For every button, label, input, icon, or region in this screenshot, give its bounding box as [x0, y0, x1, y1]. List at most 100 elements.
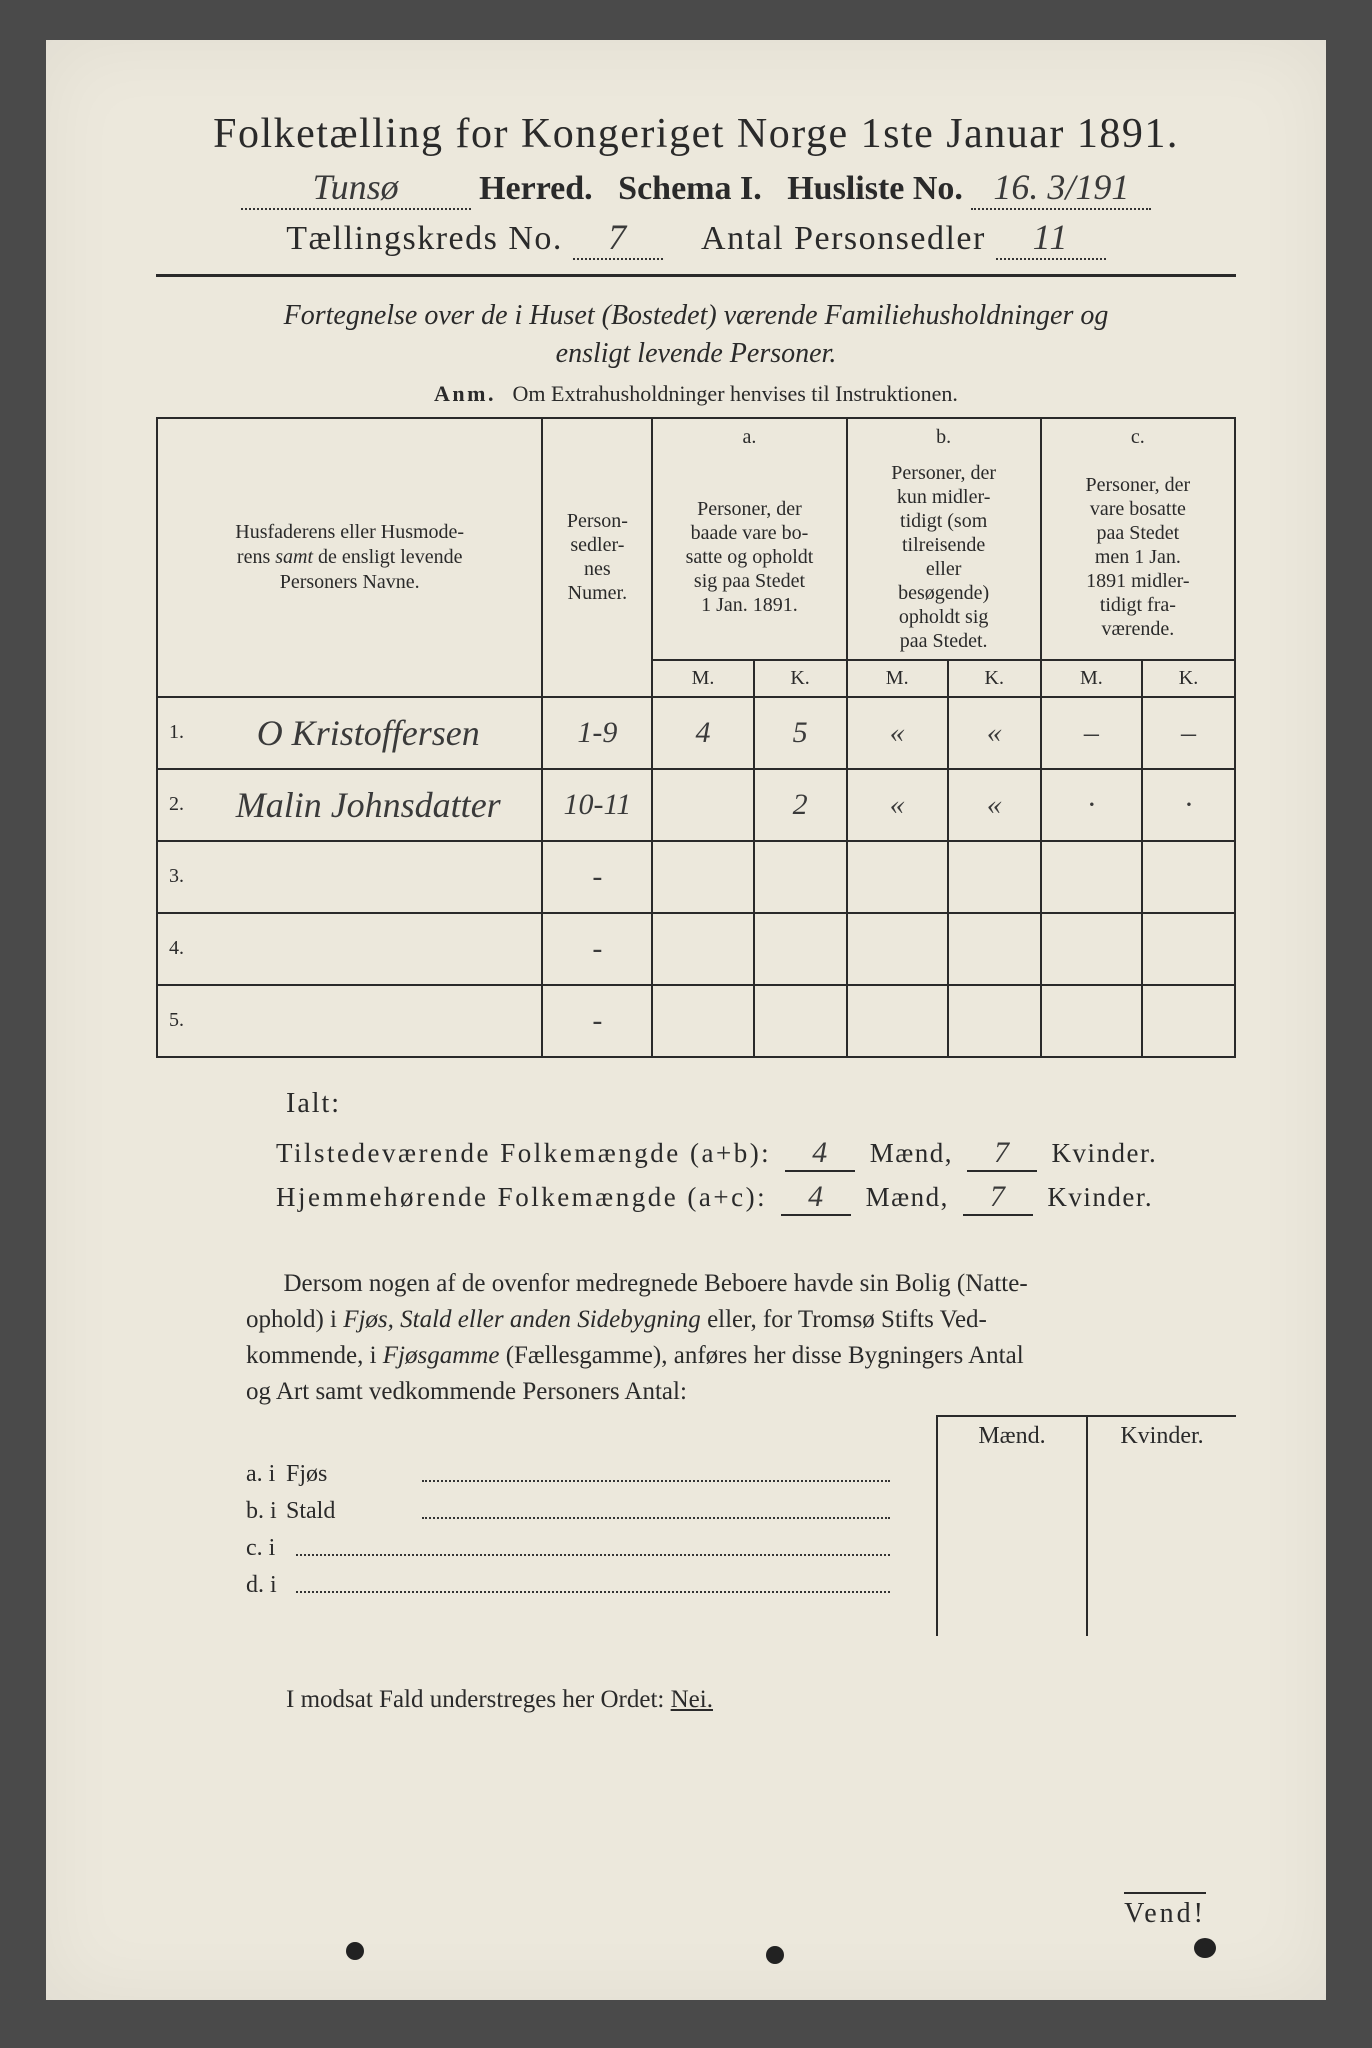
herred-value: Tunsø	[313, 167, 399, 207]
header-line-3: Tællingskreds No. 7 Antal Personsedler 1…	[156, 216, 1236, 260]
row-number: 4.	[157, 913, 195, 985]
col-b-k: K.	[948, 660, 1041, 697]
row-bK: «	[948, 769, 1041, 841]
col-c-head: c.	[1041, 418, 1235, 455]
vend-label: Vend!	[1124, 1892, 1206, 1930]
ink-blot-icon	[346, 1942, 364, 1960]
row-sedler: -	[542, 985, 652, 1057]
subtitle: Fortegnelse over de i Huset (Bostedet) v…	[246, 297, 1146, 373]
row-aM: 4	[652, 697, 753, 769]
col-b: Personer, derkun midler-tidigt (somtilre…	[847, 455, 1041, 660]
row-number: 5.	[157, 985, 195, 1057]
row-cM	[1041, 985, 1142, 1057]
row-number: 3.	[157, 841, 195, 913]
row-cK	[1142, 985, 1235, 1057]
row-bK	[948, 841, 1041, 913]
row-number: 1.	[157, 697, 195, 769]
kreds-label: Tællingskreds No.	[286, 220, 563, 257]
row-name	[195, 985, 542, 1057]
row-bK	[948, 985, 1041, 1057]
row-number: 2.	[157, 769, 195, 841]
husliste-label: Husliste No.	[787, 170, 963, 207]
divider	[156, 274, 1236, 277]
row-sedler: 1-9	[542, 697, 652, 769]
antal-value: 11	[1033, 217, 1069, 257]
mk-kvinder: Kvinder.	[1086, 1415, 1236, 1456]
col-b-head: b.	[847, 418, 1041, 455]
row-aK	[754, 985, 847, 1057]
col-sedler: Person-sedler-nesNumer.	[542, 418, 652, 697]
col-a-m: M.	[652, 660, 753, 697]
row-bM	[847, 985, 948, 1057]
antal-label: Antal Personsedler	[701, 220, 986, 257]
row-aK: 2	[754, 769, 847, 841]
header-line-2: Tunsø Herred. Schema I. Husliste No. 16.…	[156, 166, 1236, 210]
row-aM	[652, 841, 753, 913]
col-a-head: a.	[652, 418, 846, 455]
col-b-m: M.	[847, 660, 948, 697]
col-c: Personer, dervare bosattepaa Stedetmen 1…	[1041, 455, 1235, 660]
mk-block: Mænd. Kvinder.	[916, 1401, 1236, 1636]
row-aM	[652, 985, 753, 1057]
row-aM	[652, 769, 753, 841]
sidebygning-paragraph: Dersom nogen af de ovenfor medregnede Be…	[246, 1266, 1216, 1411]
total-resident: Hjemmehørende Folkemængde (a+c): 4 Mænd,…	[276, 1180, 1236, 1216]
row-cM: ·	[1041, 769, 1142, 841]
row-cK	[1142, 913, 1235, 985]
row-name	[195, 841, 542, 913]
sb-row-b: b. i Stald	[246, 1498, 896, 1525]
row-sedler: 10-11	[542, 769, 652, 841]
sidebygning-list: a. i Fjøs b. i Stald c. i d. i	[246, 1451, 896, 1636]
col-a-k: K.	[754, 660, 847, 697]
row-cK: ·	[1142, 769, 1235, 841]
row-sedler: -	[542, 841, 652, 913]
row-sedler: -	[542, 913, 652, 985]
row-aK	[754, 913, 847, 985]
row-aK: 5	[754, 697, 847, 769]
total-present: Tilstedeværende Folkemængde (a+b): 4 Mæn…	[276, 1136, 1236, 1172]
col-a: Personer, derbaade vare bo-satte og opho…	[652, 455, 846, 660]
husliste-value: 16. 3/191	[993, 167, 1129, 207]
row-bM	[847, 913, 948, 985]
row-cM: –	[1041, 697, 1142, 769]
kreds-value: 7	[608, 217, 628, 257]
row-cK: –	[1142, 697, 1235, 769]
ink-blot-icon	[1194, 1938, 1216, 1958]
row-bK	[948, 913, 1041, 985]
col-c-m: M.	[1041, 660, 1142, 697]
sb-row-c: c. i	[246, 1535, 896, 1562]
ink-blot-icon	[766, 1946, 784, 1964]
tb-m: 4	[785, 1136, 855, 1172]
census-form-page: Folketælling for Kongeriget Norge 1ste J…	[46, 40, 1326, 2000]
col-names: Husfaderens eller Husmode-rens samt de e…	[235, 521, 464, 593]
anm-text: Om Extrahusholdninger henvises til Instr…	[513, 381, 958, 406]
col-c-k: K.	[1142, 660, 1235, 697]
row-bM: «	[847, 769, 948, 841]
tb-k: 7	[967, 1136, 1037, 1172]
row-bM	[847, 841, 948, 913]
row-name	[195, 913, 542, 985]
herred-label: Herred.	[479, 170, 593, 207]
anm-label: Anm.	[434, 381, 496, 406]
table-row: 3. -	[157, 841, 1235, 913]
table-row: 5. -	[157, 985, 1235, 1057]
row-name: O Kristoffersen	[195, 697, 542, 769]
table-row: 4. -	[157, 913, 1235, 985]
ialt-label: Ialt:	[286, 1088, 1236, 1120]
hb-k: 7	[963, 1180, 1033, 1216]
page-title: Folketælling for Kongeriget Norge 1ste J…	[156, 110, 1236, 158]
table-row: 1.O Kristoffersen1-945««––	[157, 697, 1235, 769]
schema-label: Schema I.	[618, 170, 762, 207]
census-table: Husfaderens eller Husmode-rens samt de e…	[156, 417, 1236, 1058]
mk-maend: Mænd.	[936, 1415, 1086, 1456]
row-bM: «	[847, 697, 948, 769]
totals-block: Ialt: Tilstedeværende Folkemængde (a+b):…	[276, 1088, 1236, 1216]
anm-line: Anm. Om Extrahusholdninger henvises til …	[156, 381, 1236, 407]
nei-word: Nei.	[671, 1686, 713, 1713]
table-row: 2.Malin Johnsdatter10-112««··	[157, 769, 1235, 841]
nei-line: I modsat Fald understreges her Ordet: Ne…	[286, 1686, 1236, 1714]
row-name: Malin Johnsdatter	[195, 769, 542, 841]
hb-m: 4	[781, 1180, 851, 1216]
sb-row-d: d. i	[246, 1572, 896, 1599]
row-cM	[1041, 913, 1142, 985]
